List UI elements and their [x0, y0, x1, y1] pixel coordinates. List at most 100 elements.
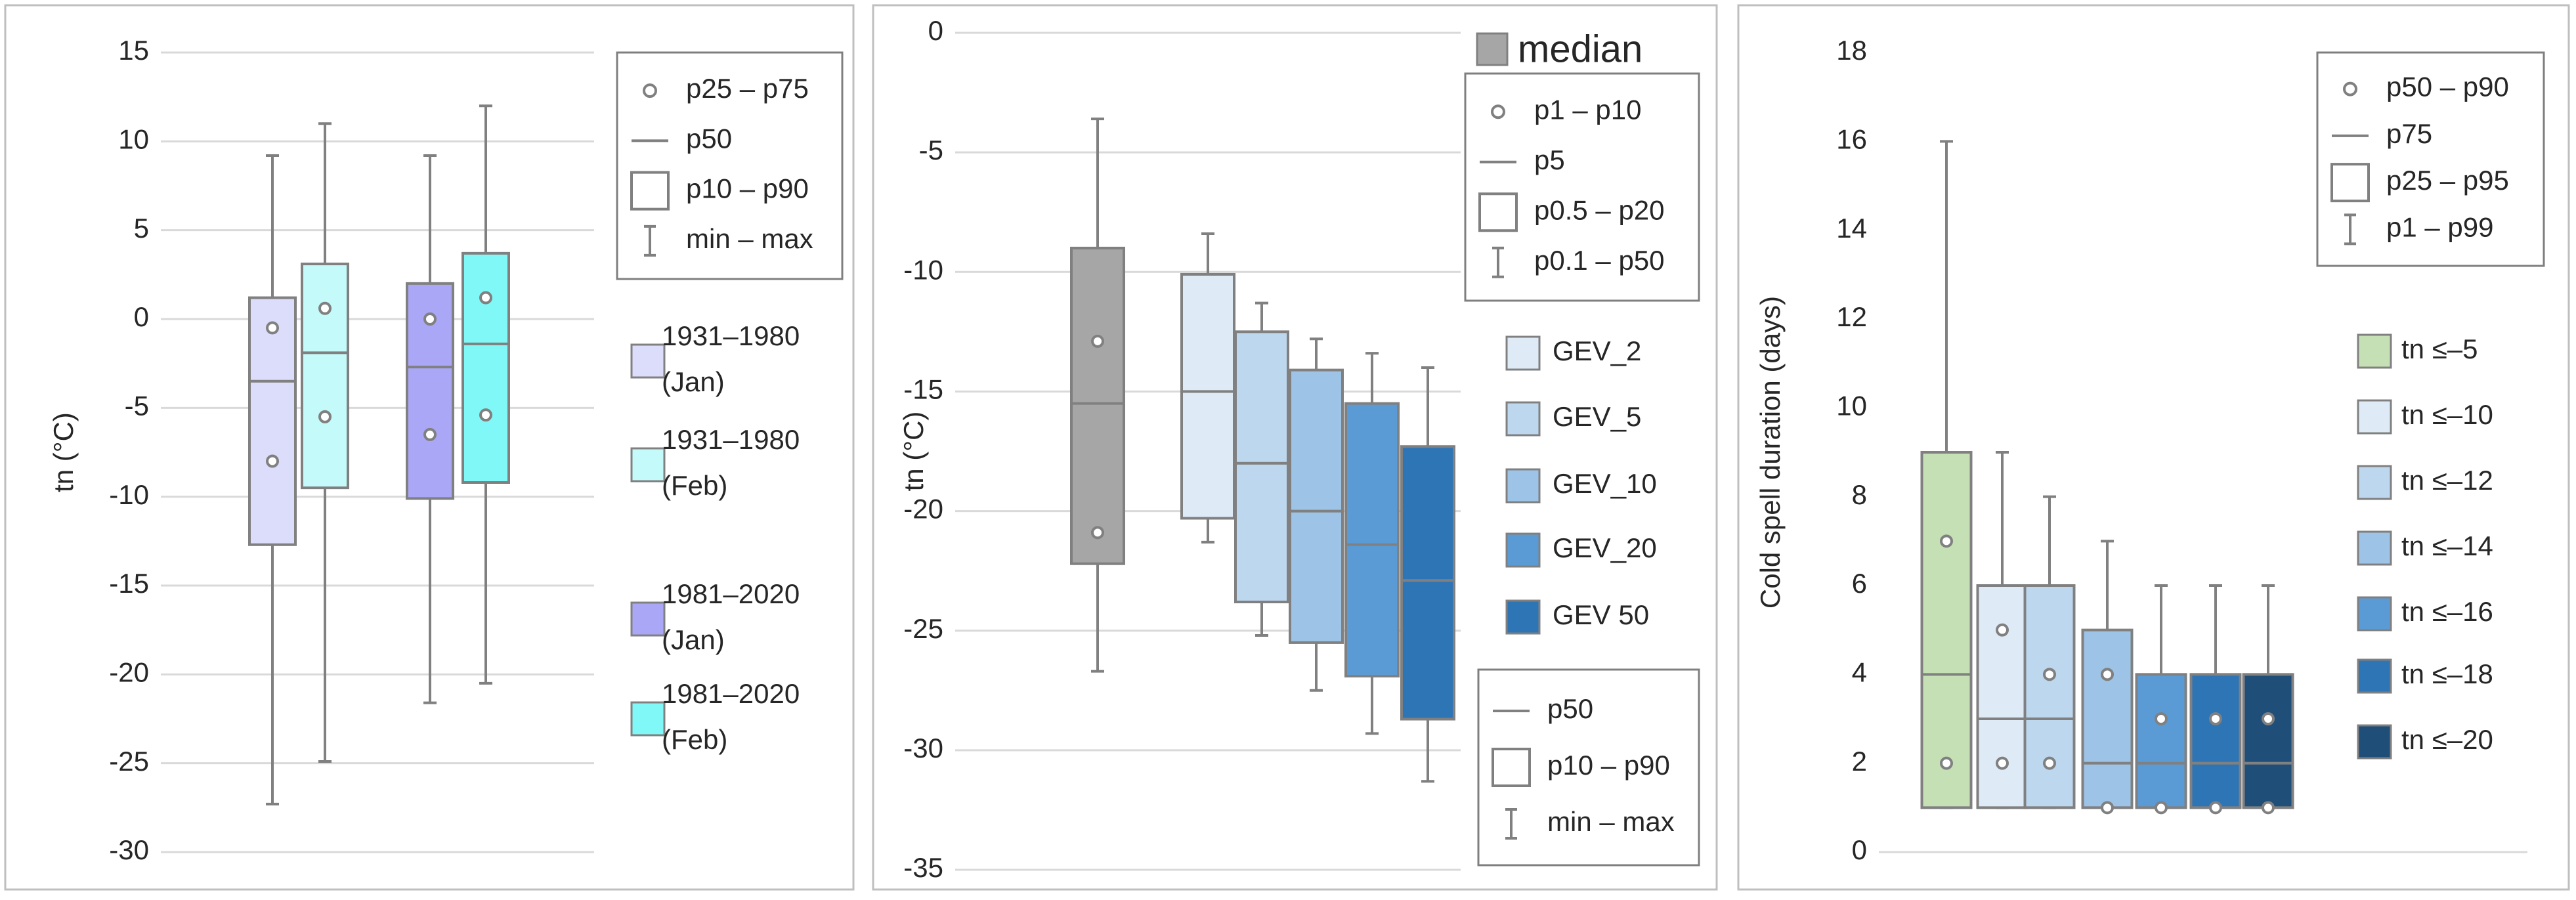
point — [2155, 712, 2168, 725]
panel-border — [872, 4, 1718, 891]
y-tick-label: -20 — [109, 656, 149, 687]
key-legend-label: min – max — [686, 223, 813, 254]
legend-label: 1931–1980 (Feb) — [662, 424, 800, 501]
legend-label: GEV 50 — [1553, 599, 1649, 630]
y-axis-label: tn (°C) — [48, 412, 79, 492]
legend-box — [1478, 192, 1518, 232]
y-tick-label: 18 — [1836, 35, 1867, 66]
y-tick-label: 0 — [928, 15, 943, 46]
legend-point — [1491, 104, 1505, 119]
legend-label: tn ≤–5 — [2401, 333, 2478, 364]
legend-box — [2330, 163, 2370, 203]
key-legend-label: p1 – p99 — [2386, 211, 2494, 242]
y-tick-label: 16 — [1836, 123, 1867, 154]
point — [1996, 623, 2009, 637]
point — [2155, 801, 2168, 815]
box — [2242, 673, 2294, 809]
y-tick-label: -30 — [903, 733, 943, 763]
legend-label: tn ≤–16 — [2401, 596, 2493, 627]
y-tick-label: 12 — [1836, 301, 1867, 332]
point — [1940, 534, 1953, 548]
legend-swatch — [2357, 596, 2392, 632]
y-tick-label: -10 — [903, 254, 943, 285]
point — [2262, 712, 2275, 725]
point — [479, 291, 492, 305]
y-tick-label: 10 — [118, 123, 149, 154]
legend-box — [630, 171, 670, 211]
y-tick-label: 5 — [134, 213, 149, 244]
legend-swatch — [2357, 530, 2392, 566]
point — [2209, 712, 2222, 725]
box — [1400, 445, 1455, 721]
point — [1091, 526, 1104, 540]
box — [2081, 628, 2134, 809]
y-tick-label: -15 — [903, 374, 943, 405]
box — [1070, 246, 1125, 565]
legend-swatch — [1505, 401, 1541, 437]
key-legend-label: p75 — [2386, 118, 2432, 149]
y-tick-label: -5 — [125, 390, 149, 421]
legend-swatch — [630, 343, 666, 379]
box — [1289, 368, 1344, 644]
legend-swatch — [1505, 599, 1541, 635]
legend-label: tn ≤–12 — [2401, 465, 2493, 496]
y-tick-label: 4 — [1852, 656, 1867, 687]
legend-point — [2343, 81, 2357, 96]
y-tick-label: 10 — [1836, 390, 1867, 421]
key-legend-label: p5 — [1534, 144, 1565, 175]
point — [318, 410, 332, 423]
point — [2043, 756, 2056, 770]
y-tick-label: 2 — [1852, 746, 1867, 777]
y-tick-label: -35 — [903, 852, 943, 883]
point — [1091, 334, 1104, 348]
legend-swatch — [2357, 658, 2392, 694]
legend-swatch — [2357, 399, 2392, 435]
point — [318, 301, 332, 315]
key-legend-label: p50 — [686, 123, 732, 154]
key-legend-label: p0.5 – p20 — [1534, 194, 1665, 225]
key-legend-label: p10 – p90 — [686, 173, 809, 204]
legend-point — [643, 83, 657, 98]
point — [2262, 801, 2275, 815]
legend-box — [1492, 748, 1531, 787]
y-tick-label: -30 — [109, 834, 149, 865]
y-axis-label: tn (°C) — [898, 412, 929, 492]
point — [2043, 668, 2056, 681]
legend-label: tn ≤–18 — [2401, 658, 2493, 689]
key-legend-title: median — [1518, 28, 1642, 70]
point — [1940, 756, 1953, 770]
legend-label: 1981–2020 (Jan) — [662, 578, 800, 655]
point — [423, 427, 437, 441]
box — [1234, 330, 1289, 603]
point — [479, 408, 492, 422]
point — [2209, 801, 2222, 815]
y-tick-label: -5 — [919, 135, 943, 165]
legend-swatch — [1505, 468, 1541, 504]
y-tick-label: -15 — [109, 568, 149, 599]
legend-label: GEV_20 — [1553, 532, 1657, 563]
legend-swatch — [2357, 724, 2392, 760]
point — [266, 454, 279, 468]
panel-border — [1737, 4, 2570, 891]
legend-swatch — [1505, 532, 1541, 568]
legend-label: GEV_10 — [1553, 468, 1657, 499]
key-legend-label: p50 — [1547, 693, 1593, 724]
y-tick-label: -20 — [903, 494, 943, 525]
legend-swatch — [630, 447, 666, 482]
y-tick-label: 15 — [118, 35, 149, 66]
box — [1344, 402, 1400, 677]
point — [1996, 756, 2009, 770]
point — [423, 312, 437, 326]
legend-label: tn ≤–10 — [2401, 399, 2493, 430]
box — [1920, 451, 1973, 809]
y-tick-label: -25 — [109, 746, 149, 777]
key-legend-label: p50 – p90 — [2386, 72, 2509, 102]
legend-swatch — [2357, 333, 2392, 369]
y-tick-label: -10 — [109, 479, 149, 510]
y-tick-label: 14 — [1836, 213, 1867, 244]
y-tick-label: 8 — [1852, 479, 1867, 510]
box — [2189, 673, 2242, 809]
y-tick-label: -25 — [903, 613, 943, 644]
y-axis-label: Cold spell duration (days) — [1755, 296, 1786, 609]
